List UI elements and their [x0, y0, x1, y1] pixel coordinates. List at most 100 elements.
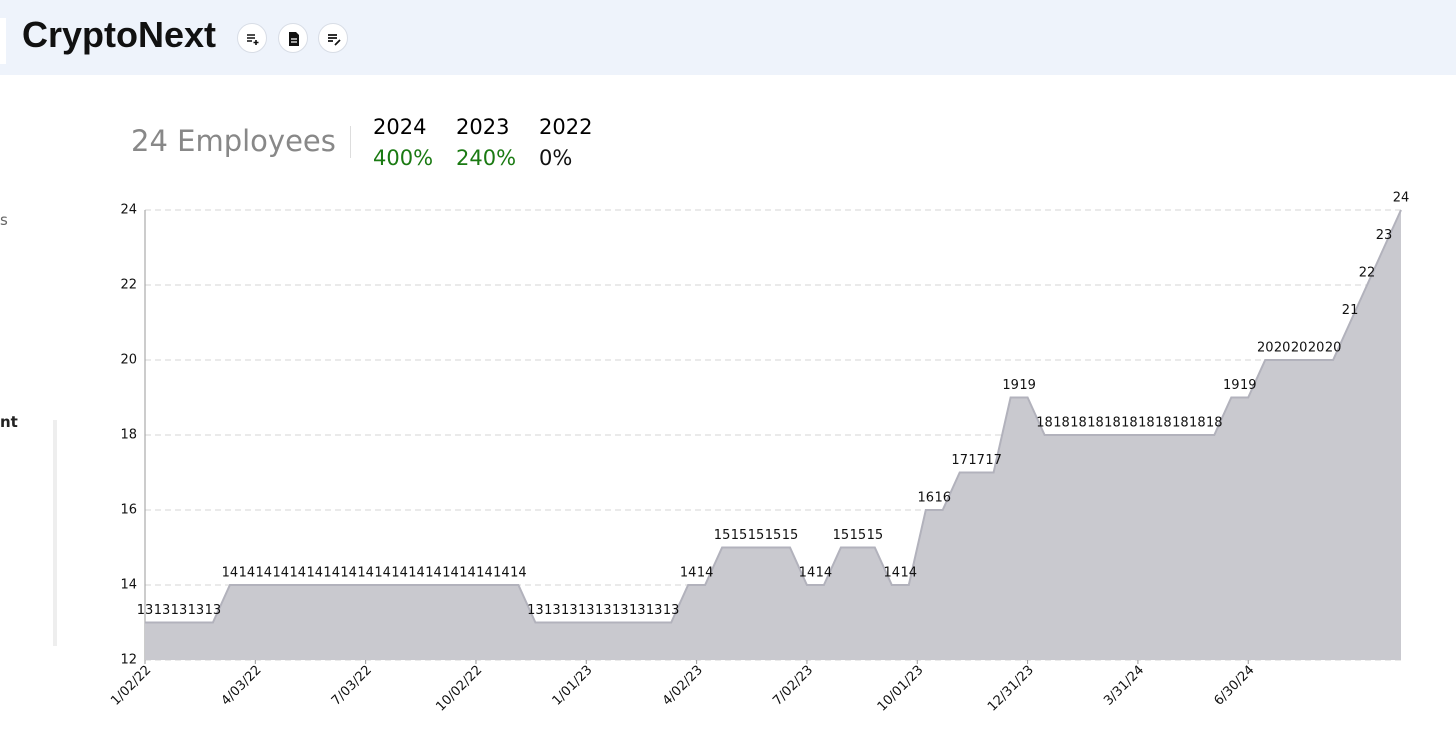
data-label: 13	[544, 603, 561, 618]
data-label: 15	[867, 528, 884, 543]
data-label: 23	[1376, 228, 1393, 243]
data-label: 15	[765, 528, 782, 543]
x-tick-label: 10/02/22	[433, 663, 485, 715]
data-label: 15	[748, 528, 765, 543]
data-label: 13	[612, 603, 629, 618]
data-label: 14	[289, 566, 306, 581]
separator	[350, 126, 351, 158]
data-label: 13	[663, 603, 680, 618]
data-label: 14	[391, 566, 408, 581]
data-label: 15	[850, 528, 867, 543]
employee-count: 24 Employees	[131, 124, 336, 158]
x-tick-label: 1/01/23	[550, 663, 596, 709]
data-label: 19	[1240, 378, 1257, 393]
data-label: 18	[1036, 416, 1053, 431]
data-label: 20	[1308, 341, 1325, 356]
data-label: 13	[188, 603, 205, 618]
data-label: 14	[884, 566, 901, 581]
data-label: 17	[985, 453, 1002, 468]
x-tick-label: 3/31/24	[1101, 663, 1147, 709]
header: CryptoNext	[0, 0, 1456, 75]
data-label: 20	[1257, 341, 1274, 356]
sidebar-scrollbar	[53, 420, 57, 646]
header-edge	[0, 18, 6, 64]
data-label: 18	[1206, 416, 1223, 431]
data-label: 14	[222, 566, 239, 581]
data-label: 13	[629, 603, 646, 618]
data-label: 14	[697, 566, 714, 581]
add-list-button[interactable]	[237, 23, 267, 53]
data-label: 14	[459, 566, 476, 581]
data-label: 14	[306, 566, 323, 581]
x-tick-label: 4/03/22	[219, 663, 265, 709]
data-label: 14	[510, 566, 527, 581]
stat-change: 240%	[456, 146, 517, 170]
y-tick-label: 18	[120, 428, 137, 443]
area	[145, 210, 1401, 660]
data-label: 14	[493, 566, 510, 581]
data-label: 14	[425, 566, 442, 581]
data-label: 17	[968, 453, 985, 468]
data-label: 22	[1359, 266, 1376, 281]
data-label: 14	[799, 566, 816, 581]
data-label: 16	[917, 491, 934, 506]
year-stat: 2023 240%	[456, 112, 516, 174]
data-label: 14	[357, 566, 374, 581]
data-label: 13	[205, 603, 222, 618]
data-label: 13	[137, 603, 154, 618]
data-label: 18	[1155, 416, 1172, 431]
data-label: 13	[646, 603, 663, 618]
y-tick-label: 14	[120, 578, 137, 593]
data-label: 18	[1053, 416, 1070, 431]
data-label: 13	[578, 603, 595, 618]
data-label: 15	[731, 528, 748, 543]
data-label: 13	[561, 603, 578, 618]
sidebar-fragment: s	[0, 211, 8, 229]
y-tick-label: 22	[120, 278, 137, 293]
stat-year: 2024	[373, 115, 427, 139]
app-title: CryptoNext	[22, 14, 217, 55]
year-stat: 2022 0%	[539, 112, 592, 174]
y-tick-label: 24	[120, 203, 137, 218]
edit-list-button[interactable]	[318, 23, 348, 53]
data-label: 19	[1223, 378, 1240, 393]
sidebar-fragment: nt	[0, 413, 18, 431]
stat-year: 2023	[456, 115, 510, 139]
document-button[interactable]	[278, 23, 308, 53]
data-label: 19	[1002, 378, 1019, 393]
x-tick-label: 10/01/23	[875, 663, 927, 715]
data-label: 14	[816, 566, 833, 581]
data-label: 18	[1172, 416, 1189, 431]
data-label: 15	[782, 528, 799, 543]
data-label: 14	[901, 566, 918, 581]
y-tick-label: 12	[120, 653, 137, 668]
data-label: 18	[1189, 416, 1206, 431]
data-label: 20	[1274, 341, 1291, 356]
y-tick-label: 16	[120, 503, 137, 518]
data-label: 15	[833, 528, 850, 543]
data-label: 17	[951, 453, 968, 468]
x-tick-label: 6/30/24	[1211, 663, 1257, 709]
data-label: 13	[154, 603, 171, 618]
data-label: 13	[171, 603, 188, 618]
data-label: 15	[714, 528, 731, 543]
data-label: 24	[1393, 191, 1410, 206]
data-label: 14	[323, 566, 340, 581]
y-tick-label: 20	[120, 353, 137, 368]
data-label: 14	[442, 566, 459, 581]
stat-year: 2022	[539, 115, 593, 139]
data-label: 13	[595, 603, 612, 618]
data-label: 14	[408, 566, 425, 581]
data-label: 14	[476, 566, 493, 581]
data-label: 16	[934, 491, 951, 506]
x-tick-label: 12/31/23	[985, 663, 1037, 715]
data-label: 21	[1342, 303, 1359, 318]
data-label: 20	[1325, 341, 1342, 356]
data-label: 19	[1019, 378, 1036, 393]
data-label: 18	[1070, 416, 1087, 431]
data-label: 18	[1121, 416, 1138, 431]
data-label: 18	[1087, 416, 1104, 431]
data-label: 14	[273, 566, 290, 581]
